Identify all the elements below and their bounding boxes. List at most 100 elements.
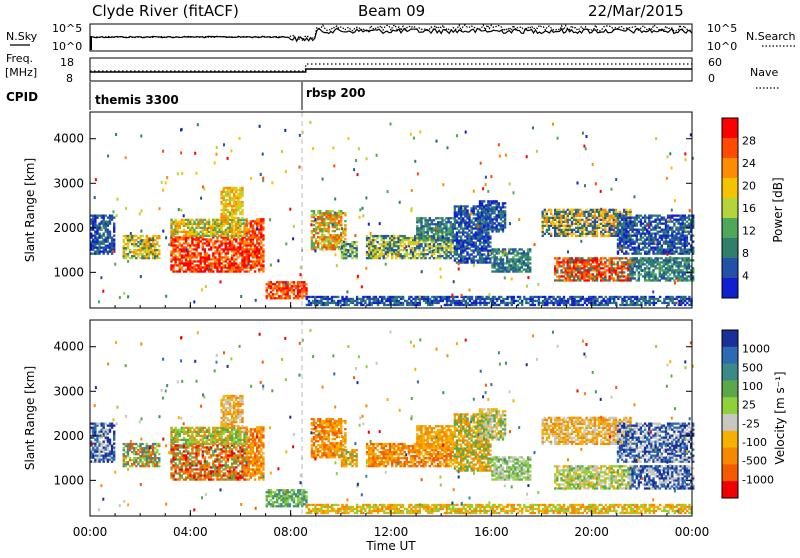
heatmap-cell [179,221,181,223]
heatmap-cell [319,214,321,216]
heatmap-cell [185,233,187,235]
heatmap-cell [661,251,663,253]
heatmap-cell [191,248,193,250]
heatmap-cell [627,213,629,215]
heatmap-cell [158,251,160,253]
heatmap-cell [252,240,254,242]
heatmap-cell [323,238,325,240]
heatmap-cell [686,251,688,253]
heatmap-cell [523,256,525,258]
heatmap-cell [452,237,454,239]
heatmap-cell [345,302,347,304]
heatmap-cell [358,298,360,300]
heatmap-cell [332,234,334,236]
heatmap-cell [646,261,648,263]
heatmap-cell [671,249,673,251]
heatmap-cell [665,235,667,237]
heatmap-cell [636,225,638,227]
heatmap-cell [596,267,598,269]
heatmap-cell [418,247,420,249]
heatmap-cell [231,217,233,219]
heatmap-cell [623,261,625,263]
heatmap-cell [502,206,504,208]
heatmap-cell [239,187,241,189]
heatmap-cell [254,250,256,252]
heatmap-cell [156,241,158,243]
heatmap-cell [466,209,468,211]
heatmap-cell [631,271,633,273]
heatmap-cell [460,251,462,253]
heatmap-cell [617,219,619,221]
heatmap-cell [229,242,231,244]
heatmap-cell [127,255,129,257]
heatmap-cell [187,244,189,246]
heatmap-cell [496,250,498,252]
heatmap-cell [431,296,433,298]
heatmap-cell [191,225,193,227]
heatmap-cell [341,255,343,257]
heatmap-cell [293,281,295,283]
heatmap-cell [254,270,256,272]
heatmap-cell [646,267,648,269]
heatmap-cell [450,233,452,235]
heatmap-cell [187,223,189,225]
heatmap-cell [554,227,556,229]
heatmap-cell [345,253,347,255]
heatmap-cell [195,248,197,250]
heatmap-cell [671,267,673,269]
heatmap-cell [412,302,414,304]
heatmap-cell [421,298,423,300]
heatmap-cell [200,266,202,268]
heatmap-cell [103,217,105,219]
heatmap-cell [583,271,585,273]
heatmap-cell [491,228,493,230]
heatmap-cell [274,293,276,295]
heatmap-cell [332,248,334,250]
heatmap-cell [623,221,625,223]
noise-traces [90,25,692,50]
heatmap-cell [456,296,458,298]
nsearch-label: N.Search [746,30,796,43]
heatmap-cell [94,217,96,219]
heatmap-cell [466,205,468,207]
heatmap-cell [493,266,495,268]
heatmap-cell [477,215,479,217]
heatmap-cell [516,252,518,254]
heatmap-cell [223,221,225,223]
heatmap-cell [502,210,504,212]
heatmap-cell [682,279,684,281]
heatmap-cell [241,246,243,248]
heatmap-cell [243,270,245,272]
heatmap-cell [600,213,602,215]
heatmap-cell [554,229,556,231]
heatmap-cell [96,243,98,245]
heatmap-cell [485,259,487,261]
heatmap-cell [673,253,675,255]
heatmap-cell [613,211,615,213]
heatmap-cell [458,235,460,237]
heatmap-cell [349,245,351,247]
heatmap-cell [297,289,299,291]
heatmap-cell [113,245,115,247]
heatmap-cell [420,223,422,225]
heatmap-cell [306,304,308,306]
heatmap-cell [640,265,642,267]
heatmap-cell [613,213,615,215]
heatmap-cell [204,219,206,221]
heatmap-cell [349,253,351,255]
heatmap-cell [137,241,139,243]
heatmap-cell [381,302,383,304]
heatmap-cell [214,225,216,227]
heatmap-cell [512,264,514,266]
heatmap-cell [588,211,590,213]
heatmap-cell [107,223,109,225]
heatmap-cell [204,270,206,272]
heatmap-cell [473,259,475,261]
heatmap-cell [220,258,222,260]
heatmap-cell [336,240,338,242]
heatmap-cell [402,296,404,298]
heatmap-cell [310,296,312,298]
heatmap-cell [189,244,191,246]
heatmap-cell [353,255,355,257]
heatmap-cell [231,258,233,260]
